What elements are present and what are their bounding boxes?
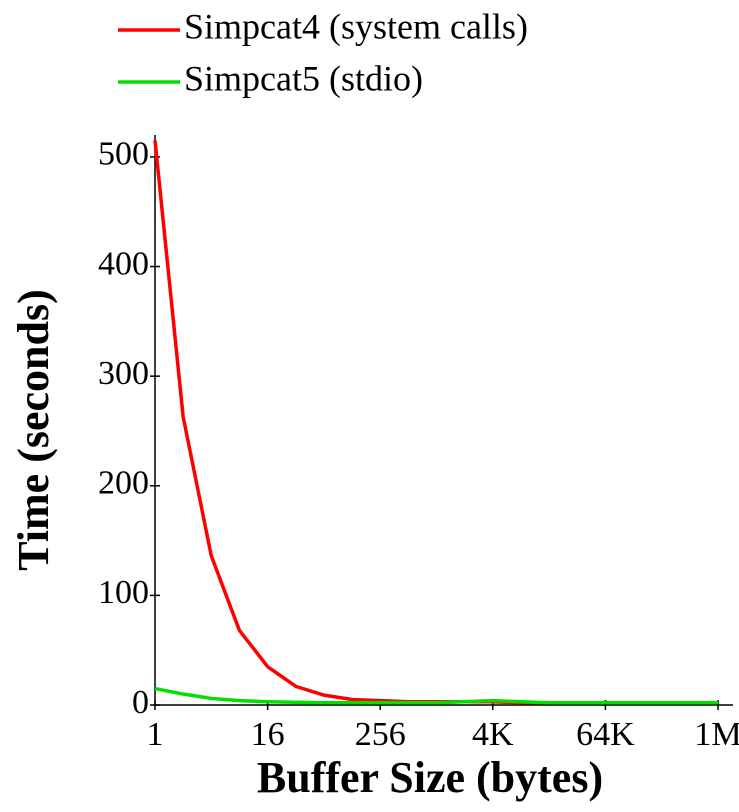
y-tick-label: 200 (98, 465, 149, 502)
legend-label: Simpcat5 (stdio) (184, 58, 423, 98)
y-tick-label: 400 (98, 245, 149, 282)
y-axis-title: Time (seconds) (9, 289, 58, 571)
y-tick-label: 300 (98, 355, 149, 392)
y-tick-label: 0 (132, 684, 149, 721)
x-tick-label: 16 (251, 716, 285, 753)
x-tick-label: 64K (576, 716, 635, 753)
series-line (153, 140, 718, 705)
x-axis-title: Buffer Size (bytes) (257, 753, 603, 802)
legend-label: Simpcat4 (system calls) (184, 6, 528, 46)
x-tick-label: 4K (472, 716, 514, 753)
y-tick-label: 500 (98, 136, 149, 173)
x-tick-label: 1M (694, 716, 739, 753)
x-tick-label: 256 (355, 716, 406, 753)
series-line (154, 686, 718, 705)
x-tick-label: 1 (147, 716, 164, 753)
y-tick-label: 100 (98, 574, 149, 611)
